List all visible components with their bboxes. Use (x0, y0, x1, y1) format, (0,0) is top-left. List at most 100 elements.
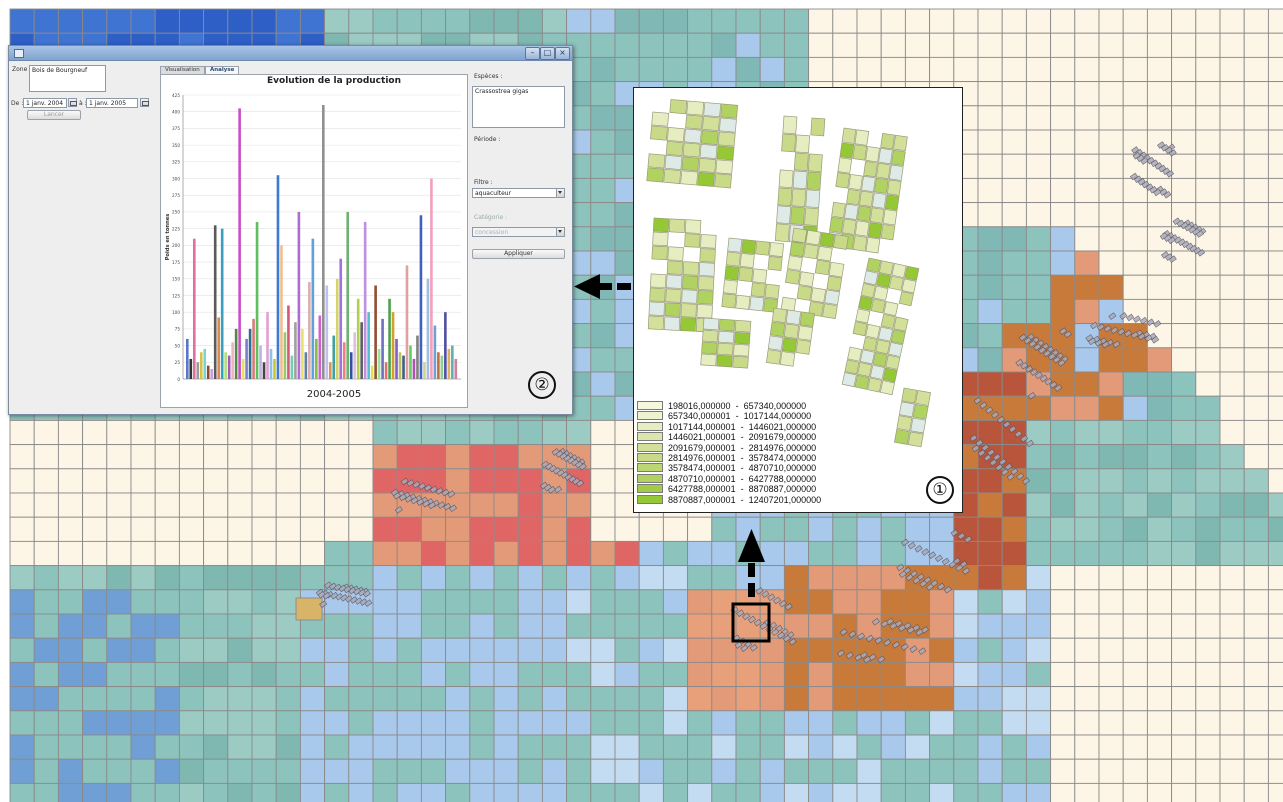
date-from-calendar-icon[interactable] (68, 98, 77, 107)
legend-low: 6427788,000001 (668, 484, 736, 495)
bar (234, 328, 238, 379)
legend-separator: - (735, 442, 749, 453)
maximize-button[interactable]: □ (540, 47, 555, 60)
legend-low: 2814976,000001 (668, 453, 736, 463)
bar (231, 342, 234, 379)
bar (301, 328, 304, 379)
legend-high: 6427788,000000 (748, 473, 817, 484)
bar (377, 348, 381, 379)
legend-low: 3578474,000001 (668, 463, 736, 474)
y-tick-label: 300 (172, 176, 180, 181)
date-to-calendar-icon[interactable] (140, 98, 149, 107)
legend-range: 3578474,000001 - 4870710,000000 (668, 463, 816, 473)
bar (447, 348, 451, 379)
filter-select[interactable]: aquaculteur (472, 188, 565, 198)
bar (269, 348, 273, 379)
bar (342, 342, 346, 379)
bar (294, 322, 297, 379)
legend-separator: - (735, 484, 749, 495)
legend-range: 4870710,000001 - 6427788,000000 (668, 474, 816, 484)
bar (398, 352, 402, 379)
legend-range: 2814976,000001 - 3578474,000000 (668, 453, 816, 463)
species-label: Espèces : (474, 73, 503, 80)
legend-separator: - (730, 401, 744, 411)
bar (196, 362, 200, 379)
y-tick-label: 125 (172, 293, 180, 298)
category-select[interactable]: concession (472, 227, 565, 237)
legend-range: 198016,000000 - 657340,000000 (668, 401, 806, 411)
legend-swatch (637, 432, 663, 442)
legend-swatch (637, 411, 663, 421)
legend-low: 4870710,000001 (668, 473, 736, 484)
chart-title: Evolution de la production (267, 76, 401, 86)
legend-low: 8870887,000001 (668, 494, 736, 505)
bar (304, 352, 308, 379)
chart-panel: Evolution de la production 0 25 50 75 100 125… (160, 74, 468, 408)
bar (412, 358, 416, 379)
bar (224, 352, 227, 379)
inset-map[interactable]: 198016,000000 - 657340,000000 657340,0000… (633, 87, 963, 513)
bar (252, 318, 255, 379)
close-button[interactable]: × (555, 47, 570, 60)
legend-range: 6427788,000001 - 8870887,000000 (668, 484, 816, 494)
date-from-field[interactable]: 1 janv. 2004 (23, 98, 67, 108)
bar (259, 345, 262, 379)
bar (206, 365, 210, 379)
category-label: Catégorie : (474, 214, 508, 221)
bar (433, 325, 437, 379)
apply-button[interactable]: Appliquer (472, 249, 565, 259)
badge-2: ② (528, 371, 556, 399)
legend-low: 1017144,000001 (668, 421, 736, 432)
legend-swatch (637, 421, 663, 431)
y-tick-label: 175 (172, 260, 180, 265)
zone-field[interactable]: Bois de Bourgneuf (29, 65, 106, 92)
bar (210, 368, 214, 379)
legend-separator: - (735, 494, 749, 505)
y-tick-label: 100 (172, 310, 180, 315)
bar (363, 221, 367, 379)
legend-separator: - (735, 432, 749, 443)
bar (192, 238, 196, 379)
badge-1: ① (926, 476, 954, 504)
analysis-window: – □ × Zone : Bois de Bourgneuf De : 1 ja… (8, 45, 573, 415)
legend-low: 198016,000000 (668, 401, 731, 411)
legend-high: 4870710,000000 (748, 463, 817, 474)
bar (426, 278, 430, 379)
legend-swatch (637, 401, 663, 410)
parcel-clusters (315, 141, 1207, 664)
bar (356, 298, 360, 379)
date-to-field[interactable]: 1 janv. 2005 (86, 98, 138, 108)
launch-button[interactable]: Lancer (27, 110, 81, 120)
parcels (646, 99, 931, 448)
legend-swatch (637, 463, 663, 473)
bar (360, 322, 363, 379)
legend-high: 8870887,000000 (748, 484, 817, 495)
bar (315, 338, 318, 379)
bar (308, 282, 311, 379)
bar (220, 228, 224, 379)
tab-analyse[interactable]: Analyse (205, 66, 240, 74)
bar (241, 358, 245, 379)
legend-separator: - (735, 453, 749, 463)
date-from-label: De : (11, 100, 24, 107)
bar (280, 245, 283, 379)
bar (186, 338, 189, 379)
bar (335, 278, 339, 379)
tab-visualisation[interactable]: Visualisation (160, 66, 205, 74)
legend-range: 2091679,000001 - 2814976,000000 (668, 443, 816, 453)
legend-swatch (637, 442, 663, 452)
legend-separator: - (735, 473, 749, 484)
y-tick-label: 250 (172, 210, 180, 215)
minimize-button[interactable]: – (525, 47, 540, 60)
legend-separator: - (730, 411, 744, 422)
highlight-cell (295, 597, 323, 621)
parcel-map (646, 99, 931, 448)
bar (353, 332, 356, 379)
bar (328, 362, 332, 379)
species-list[interactable]: Crassostrea gigas (472, 86, 565, 128)
bar (349, 352, 353, 379)
bar (384, 362, 388, 379)
bar (346, 211, 350, 379)
window-titlebar[interactable]: – □ × (9, 46, 572, 61)
